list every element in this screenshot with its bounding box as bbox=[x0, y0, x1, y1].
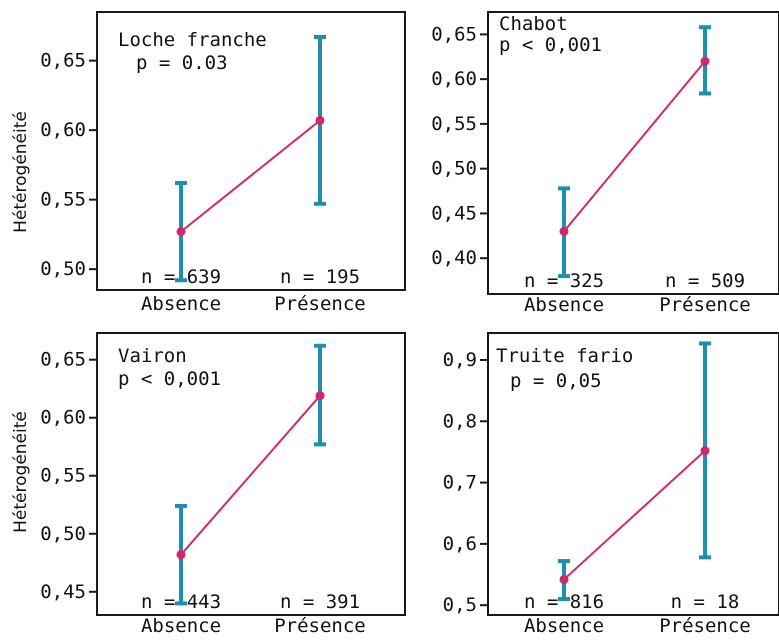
panel-4-frame bbox=[487, 332, 779, 616]
panel-3-data-point bbox=[315, 391, 325, 401]
panel-1-n-label: n = 195 bbox=[280, 266, 360, 288]
panel-2-species-label: Chabot bbox=[499, 13, 568, 35]
panel-2-x-category-label: Absence bbox=[524, 294, 604, 316]
panel-1-series-line bbox=[180, 119, 321, 233]
panel-3-series-line bbox=[180, 395, 321, 556]
panel-3-y-tick-label: 0,65 bbox=[40, 349, 86, 371]
panel-4-series-line bbox=[563, 449, 706, 581]
panel-4-y-tick-label: 0,7 bbox=[443, 472, 477, 494]
panel-4-n-label: n = 816 bbox=[524, 591, 604, 613]
panel-4-n-label: n = 18 bbox=[671, 591, 740, 613]
panel-2-y-tick-label: 0,65 bbox=[431, 23, 477, 45]
panel-1-data-point bbox=[315, 115, 325, 125]
panel-3-n-label: n = 391 bbox=[280, 591, 360, 613]
panel-1-y-tick-label: 0,55 bbox=[40, 189, 86, 211]
panel-2-y-tick-label: 0,50 bbox=[431, 158, 477, 180]
panel-4-p-value-label: p = 0,05 bbox=[510, 370, 602, 392]
panel-2-data-point bbox=[700, 56, 710, 66]
panel-1-y-axis-title: Hétérogénéité bbox=[11, 111, 31, 233]
panel-2-y-tick-label: 0,60 bbox=[431, 68, 477, 90]
panel-1-y-tick-label: 0,60 bbox=[40, 119, 86, 141]
panel-3-data-point bbox=[176, 550, 186, 560]
panel-3-y-tick-label: 0,45 bbox=[40, 581, 86, 603]
panel-4-y-tick-label: 0,6 bbox=[443, 533, 477, 555]
panel-1-frame bbox=[96, 11, 406, 291]
panel-2-frame bbox=[487, 11, 779, 295]
panel-4-species-label: Truite fario bbox=[496, 345, 633, 367]
panel-3-y-tick-label: 0,55 bbox=[40, 465, 86, 487]
panel-2-data-point bbox=[559, 226, 569, 236]
panel-2-x-category-label: Présence bbox=[659, 294, 751, 316]
panel-4-data-point bbox=[700, 446, 710, 456]
panel-1-x-category-label: Absence bbox=[141, 293, 221, 315]
panel-4-y-tick-label: 0,9 bbox=[443, 349, 477, 371]
panel-4-x-category-label: Absence bbox=[524, 615, 604, 637]
panel-3-y-tick-label: 0,50 bbox=[40, 523, 86, 545]
panel-4-x-category-label: Présence bbox=[659, 615, 751, 637]
panel-3-x-category-label: Présence bbox=[274, 615, 366, 637]
panel-4-y-tick-label: 0,8 bbox=[443, 410, 477, 432]
panel-4-y-tick-label: 0,5 bbox=[443, 594, 477, 616]
panel-2-y-tick-label: 0,55 bbox=[431, 113, 477, 135]
panel-1-y-tick-label: 0,50 bbox=[40, 258, 86, 280]
panel-2-y-tick-label: 0,45 bbox=[431, 202, 477, 224]
panel-1-p-value-label: p = 0.03 bbox=[136, 52, 228, 74]
panel-3-p-value-label: p < 0,001 bbox=[118, 368, 221, 390]
panel-2-n-label: n = 509 bbox=[665, 270, 745, 292]
panel-3-x-category-label: Absence bbox=[141, 615, 221, 637]
panel-1-species-label: Loche franche bbox=[118, 29, 267, 51]
panel-2-n-label: n = 325 bbox=[524, 270, 604, 292]
panel-1-n-label: n = 639 bbox=[141, 266, 221, 288]
panel-2-series-line bbox=[563, 60, 706, 232]
panel-4-data-point bbox=[559, 574, 569, 584]
panel-3-n-label: n = 443 bbox=[141, 591, 221, 613]
panel-3-y-tick-label: 0,60 bbox=[40, 407, 86, 429]
panel-1-y-tick-label: 0,65 bbox=[40, 50, 86, 72]
panel-1-data-point bbox=[176, 227, 186, 237]
panel-3-y-axis-title: Hétérogénéité bbox=[11, 411, 31, 533]
panel-2-p-value-label: p < 0,001 bbox=[499, 34, 602, 56]
panel-3-frame bbox=[96, 332, 406, 616]
panel-2-y-tick-label: 0,40 bbox=[431, 247, 477, 269]
panel-3-species-label: Vairon bbox=[118, 345, 187, 367]
panel-1-x-category-label: Présence bbox=[274, 293, 366, 315]
